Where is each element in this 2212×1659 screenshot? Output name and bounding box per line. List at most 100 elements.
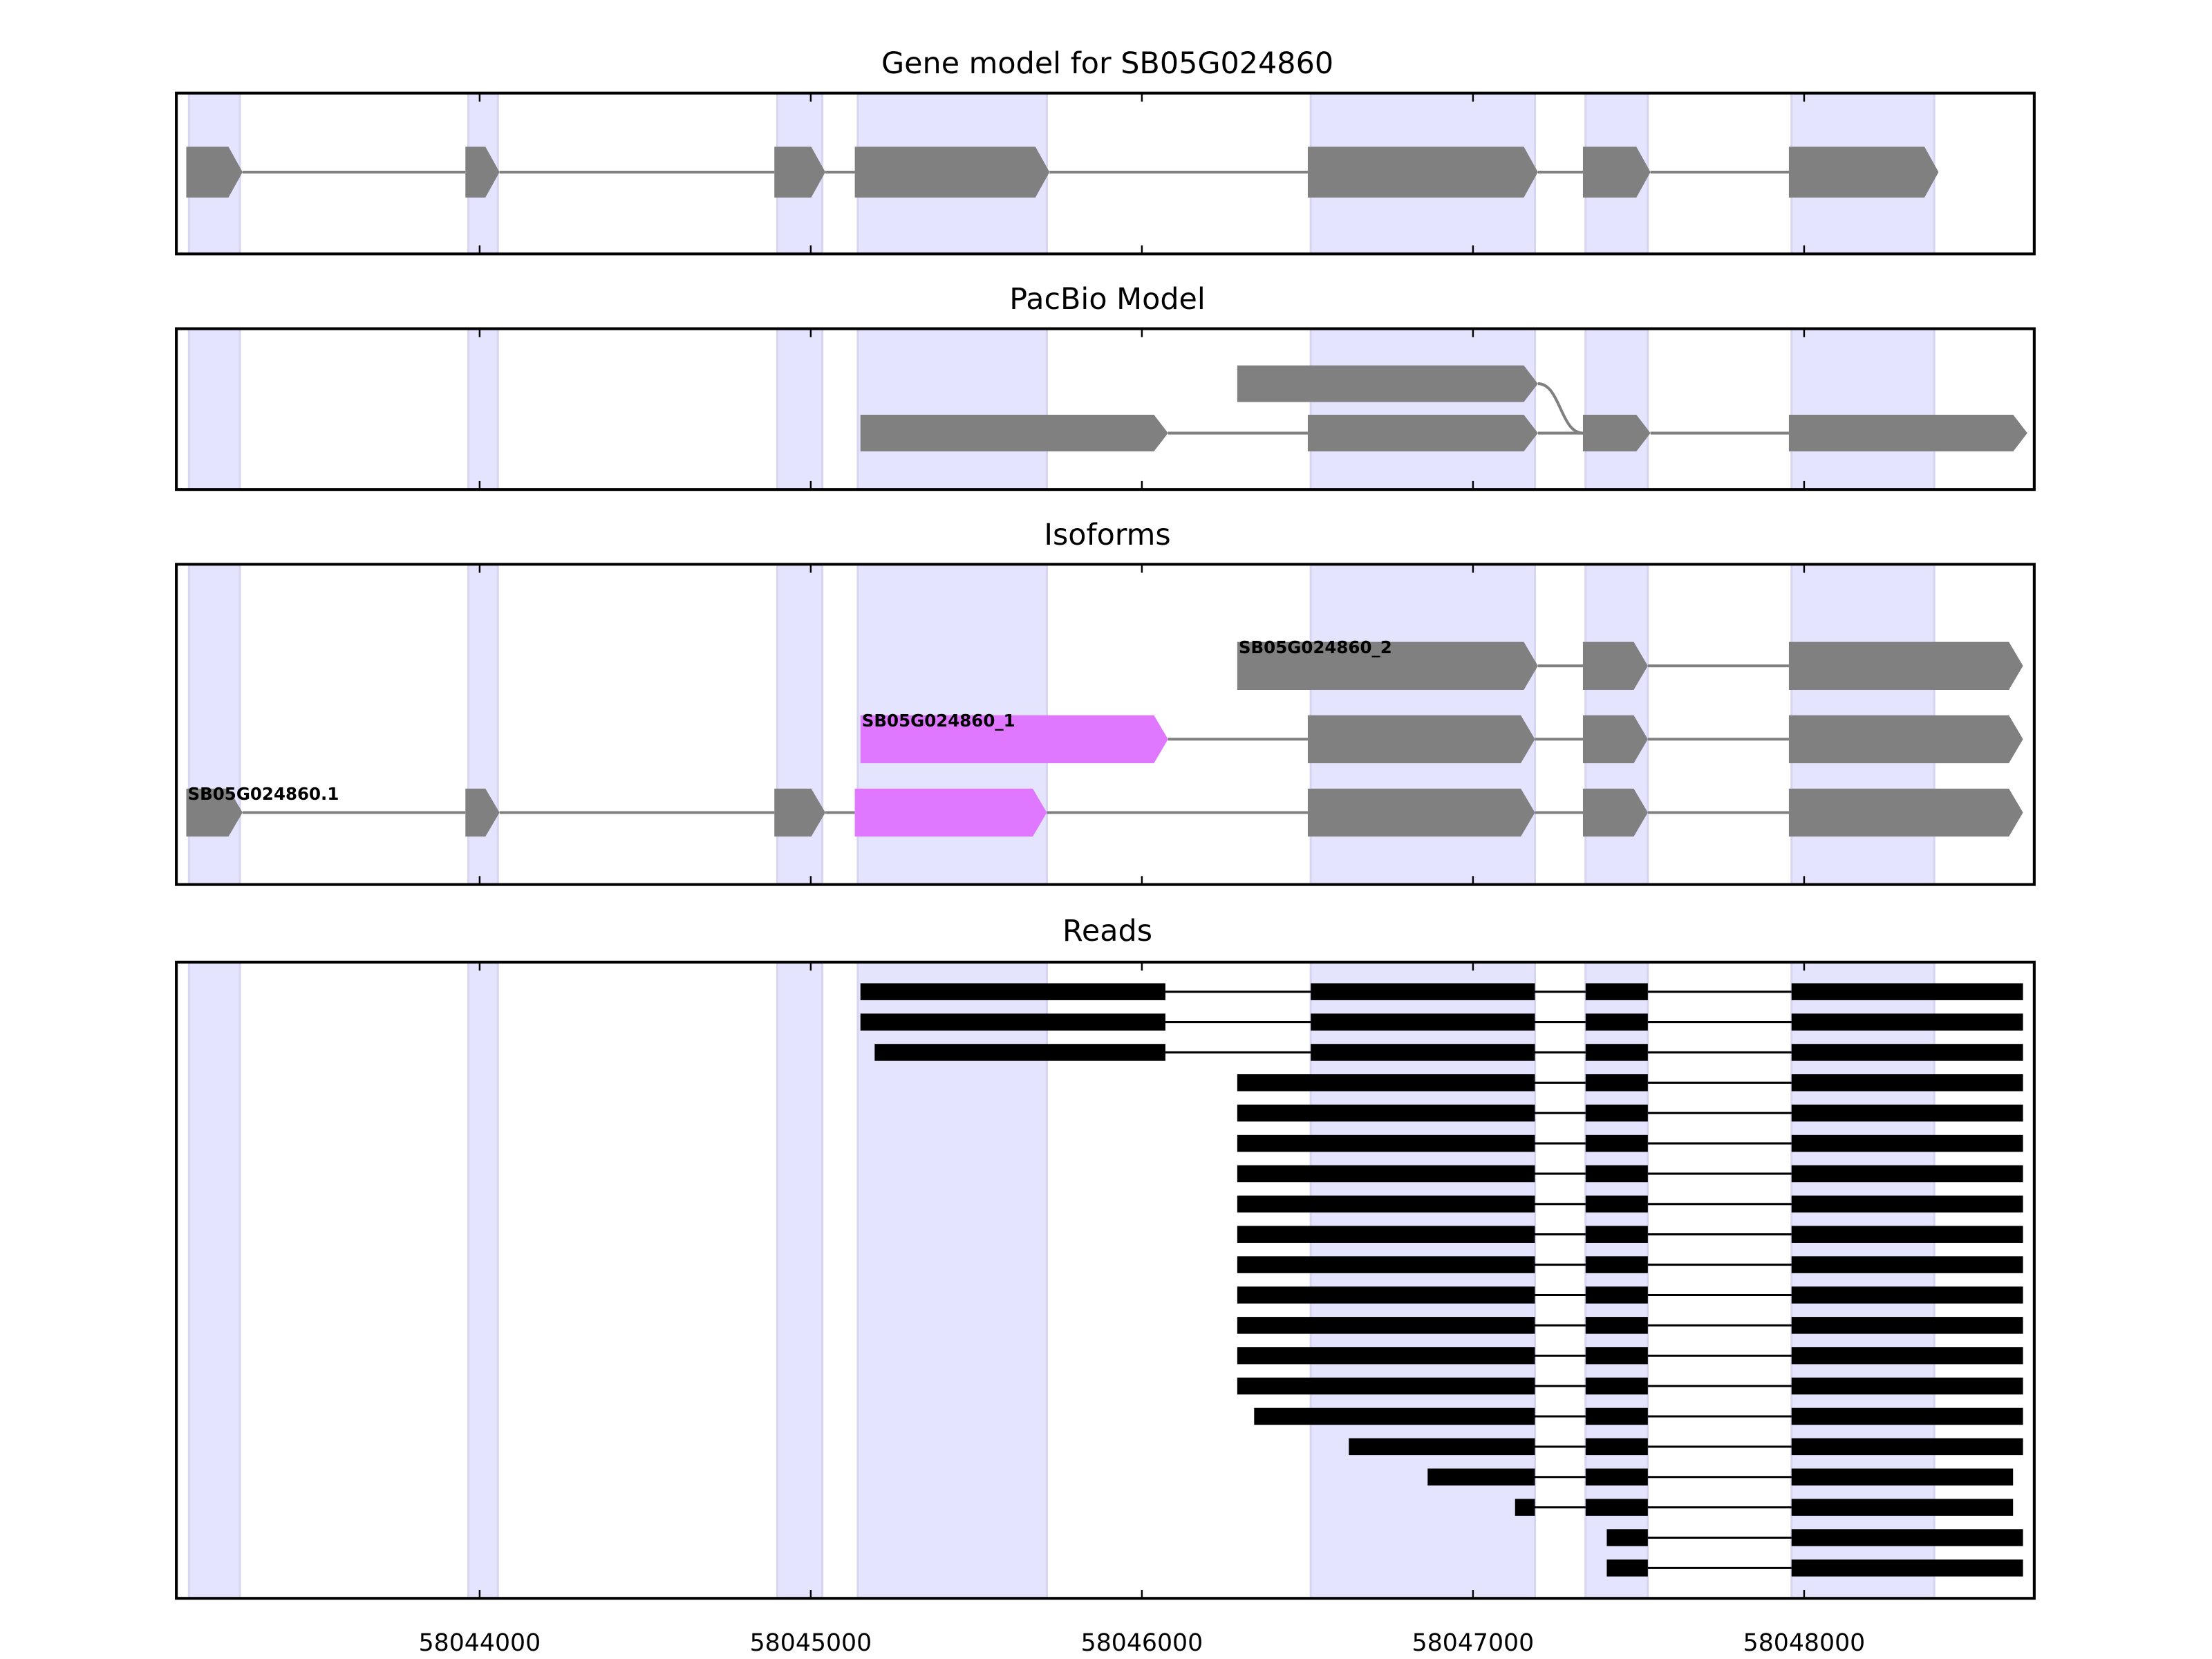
read-block xyxy=(1585,1256,1648,1273)
shaded-exon-region xyxy=(1584,327,1649,491)
read-block xyxy=(1791,1317,2023,1334)
panel-frame xyxy=(175,91,2036,256)
read-block xyxy=(1791,1074,2023,1091)
x-tick-label: 58044000 xyxy=(419,1629,541,1657)
read-block xyxy=(1791,1134,2023,1152)
panel-title-reads: Reads xyxy=(1062,914,1152,948)
exon xyxy=(860,415,1168,452)
shaded-exon-region xyxy=(856,327,1048,491)
read-block xyxy=(860,1013,1165,1031)
read-block xyxy=(1237,1195,1535,1213)
read-block xyxy=(1585,1317,1648,1334)
read-block xyxy=(1585,1377,1648,1395)
read-block xyxy=(1791,1286,2023,1304)
panel-frame xyxy=(175,563,2036,886)
exon xyxy=(1307,788,1535,837)
read-block xyxy=(1791,1195,2023,1213)
read-block xyxy=(1585,983,1648,1000)
shaded-exon-region xyxy=(1309,327,1537,491)
read-block xyxy=(1606,1529,1648,1546)
exon xyxy=(774,788,825,837)
exon xyxy=(1788,641,2023,690)
read-block xyxy=(1311,1044,1535,1061)
panel-title-isoforms: Isoforms xyxy=(1044,518,1170,552)
read-block xyxy=(1791,1044,2023,1061)
exon xyxy=(1788,147,1939,198)
read-block xyxy=(1254,1407,1535,1425)
read-block xyxy=(1237,1226,1535,1243)
shaded-exon-region xyxy=(776,961,824,1600)
exon xyxy=(854,147,1050,198)
panel-title-gene-model: Gene model for SB05G024860 xyxy=(881,46,1333,81)
exon xyxy=(1307,715,1535,764)
read-block xyxy=(1585,1013,1648,1031)
exon xyxy=(774,147,825,198)
shaded-exon-region xyxy=(467,327,499,491)
x-tick-label: 58046000 xyxy=(1081,1629,1203,1657)
read-block xyxy=(1791,1407,2023,1425)
read-block xyxy=(1585,1104,1648,1122)
read-block xyxy=(1311,1013,1535,1031)
exon xyxy=(1307,415,1538,452)
x-tick-label: 58048000 xyxy=(1743,1629,1866,1657)
read-block xyxy=(1237,1104,1535,1122)
read-block xyxy=(1585,1074,1648,1091)
exon xyxy=(1582,641,1648,690)
read-block xyxy=(1237,1256,1535,1273)
splice-junction-curve xyxy=(1537,382,1584,435)
read-block xyxy=(1791,1559,2023,1577)
read-block xyxy=(1585,1407,1648,1425)
exon xyxy=(1582,788,1648,837)
isoform-label: SB05G024860.1 xyxy=(188,784,339,804)
read-block xyxy=(1237,1347,1535,1365)
exon xyxy=(1788,715,2023,764)
exon xyxy=(1582,147,1651,198)
exon xyxy=(1582,715,1648,764)
read-block xyxy=(1791,1104,2023,1122)
read-block xyxy=(1237,1165,1535,1183)
read-block xyxy=(1585,1134,1648,1152)
read-block xyxy=(1311,983,1535,1000)
exon xyxy=(1307,147,1538,198)
read-block xyxy=(860,983,1165,1000)
read-block xyxy=(1606,1559,1648,1577)
x-tick-label: 58047000 xyxy=(1412,1629,1535,1657)
isoform-label: SB05G024860_2 xyxy=(1239,637,1392,657)
read-block xyxy=(1791,1377,2023,1395)
exon xyxy=(465,147,500,198)
exon xyxy=(1237,365,1538,402)
read-block xyxy=(1791,1468,2014,1485)
read-block xyxy=(1237,1074,1535,1091)
read-block xyxy=(1791,1226,2023,1243)
read-block xyxy=(1791,1347,2023,1365)
shaded-exon-region xyxy=(1309,961,1537,1600)
shaded-exon-region xyxy=(467,961,499,1600)
read-block xyxy=(1349,1438,1535,1456)
exon xyxy=(186,788,243,837)
read-block xyxy=(1585,1044,1648,1061)
exon xyxy=(860,715,1168,764)
read-block xyxy=(1791,1499,2014,1516)
read-block xyxy=(874,1044,1165,1061)
exon xyxy=(1582,415,1651,452)
read-block xyxy=(1585,1347,1648,1365)
read-block xyxy=(1791,1013,2023,1031)
shaded-exon-region xyxy=(776,327,824,491)
shaded-exon-region xyxy=(1790,961,1936,1600)
read-block xyxy=(1237,1286,1535,1304)
read-block xyxy=(1791,1438,2023,1456)
exon xyxy=(465,788,500,837)
read-block xyxy=(1515,1499,1535,1516)
shaded-exon-region xyxy=(187,327,241,491)
exon xyxy=(1788,415,2027,452)
exon xyxy=(854,788,1047,837)
read-block xyxy=(1237,1317,1535,1334)
read-block xyxy=(1585,1226,1648,1243)
exon xyxy=(186,147,243,198)
read-block xyxy=(1237,1134,1535,1152)
isoform-label: SB05G024860_1 xyxy=(862,711,1015,731)
read-block xyxy=(1791,1529,2023,1546)
read-block xyxy=(1585,1499,1648,1516)
panel-frame xyxy=(175,960,2036,1600)
